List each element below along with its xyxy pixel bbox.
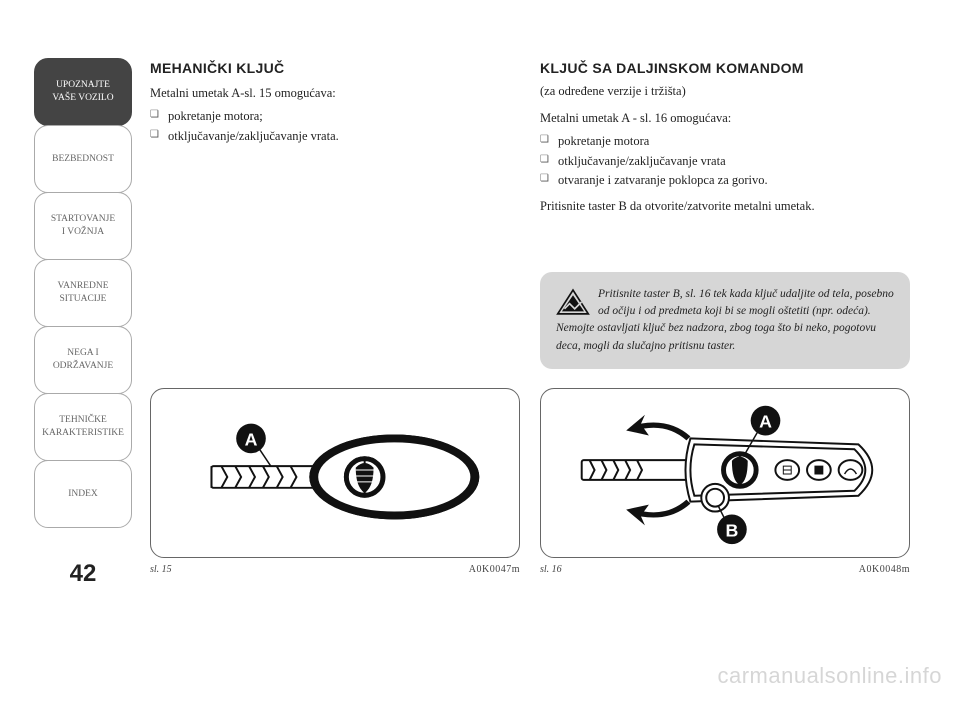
page-number: 42 [34,560,132,588]
marker-a-label: A [759,412,772,432]
column-mechanical-key: MEHANIČKI KLJUČ Metalni umetak A-sl. 15 … [150,60,520,152]
warning-triangle-icon [556,288,590,316]
bullet-item: otključavanje/zaključavanje vrata [540,152,910,171]
manual-page: UPOZNAJTEVAŠE VOZILO BEZBEDNOST STARTOVA… [0,0,960,703]
flip-key-illustration-icon: A B [541,389,909,557]
nav-item-upoznajte[interactable]: UPOZNAJTEVAŠE VOZILO [34,58,132,126]
nav-label: STARTOVANJEI VOŽNJA [51,213,115,239]
warning-box: Pritisnite taster B, sl. 16 tek kada klj… [540,272,910,369]
caption-label: sl. 16 [540,564,562,575]
nav-label: VANREDNESITUACIJE [57,280,108,306]
nav-label: INDEX [68,488,98,501]
bullet-list: pokretanje motora; otključavanje/zaključ… [150,107,520,146]
nav-item-vanredne[interactable]: VANREDNESITUACIJE [34,259,132,327]
bullet-item: otključavanje/zaključavanje vrata. [150,127,520,146]
subheading: (za određene verzije i tržišta) [540,84,910,99]
figure-mechanical-key: A [150,388,520,558]
caption-code: A0K0048m [859,564,910,575]
heading-mechanical-key: MEHANIČKI KLJUČ [150,60,520,76]
warning-text: Pritisnite taster B, sl. 16 tek kada klj… [556,288,894,352]
nav-item-index[interactable]: INDEX [34,460,132,528]
intro-text: Metalni umetak A - sl. 16 omogućava: [540,109,910,128]
bullet-item: pokretanje motora; [150,107,520,126]
nav-item-tehnicke[interactable]: TEHNIČKEKARAKTERISTIKE [34,393,132,461]
marker-b-label: B [725,520,738,540]
marker-a-label: A [245,429,258,449]
section-nav: UPOZNAJTEVAŠE VOZILO BEZBEDNOST STARTOVA… [34,58,132,527]
bullet-item: pokretanje motora [540,132,910,151]
nav-item-nega[interactable]: NEGA IODRŽAVANJE [34,326,132,394]
watermark: carmanualsonline.info [717,663,942,689]
nav-item-startovanje[interactable]: STARTOVANJEI VOŽNJA [34,192,132,260]
nav-label: TEHNIČKEKARAKTERISTIKE [42,414,124,440]
figure-caption: sl. 15 A0K0047m [150,564,520,575]
figure-caption: sl. 16 A0K0048m [540,564,910,575]
nav-label: BEZBEDNOST [52,153,114,166]
after-text: Pritisnite taster B da otvorite/zatvorit… [540,197,910,216]
bullet-list: pokretanje motora otključavanje/zaključa… [540,132,910,190]
nav-label: NEGA IODRŽAVANJE [53,347,113,373]
caption-code: A0K0047m [469,564,520,575]
heading-remote-key: KLJUČ SA DALJINSKOM KOMANDOM [540,60,910,76]
key-illustration-icon: A [151,389,519,557]
bullet-item: otvaranje i zatvaranje poklopca za goriv… [540,171,910,190]
caption-label: sl. 15 [150,564,172,575]
column-remote-key: KLJUČ SA DALJINSKOM KOMANDOM (za određen… [540,60,910,369]
figure-flip-key: A B [540,388,910,558]
nav-label: UPOZNAJTEVAŠE VOZILO [52,79,113,105]
nav-item-bezbednost[interactable]: BEZBEDNOST [34,125,132,193]
intro-text: Metalni umetak A-sl. 15 omogućava: [150,84,520,103]
